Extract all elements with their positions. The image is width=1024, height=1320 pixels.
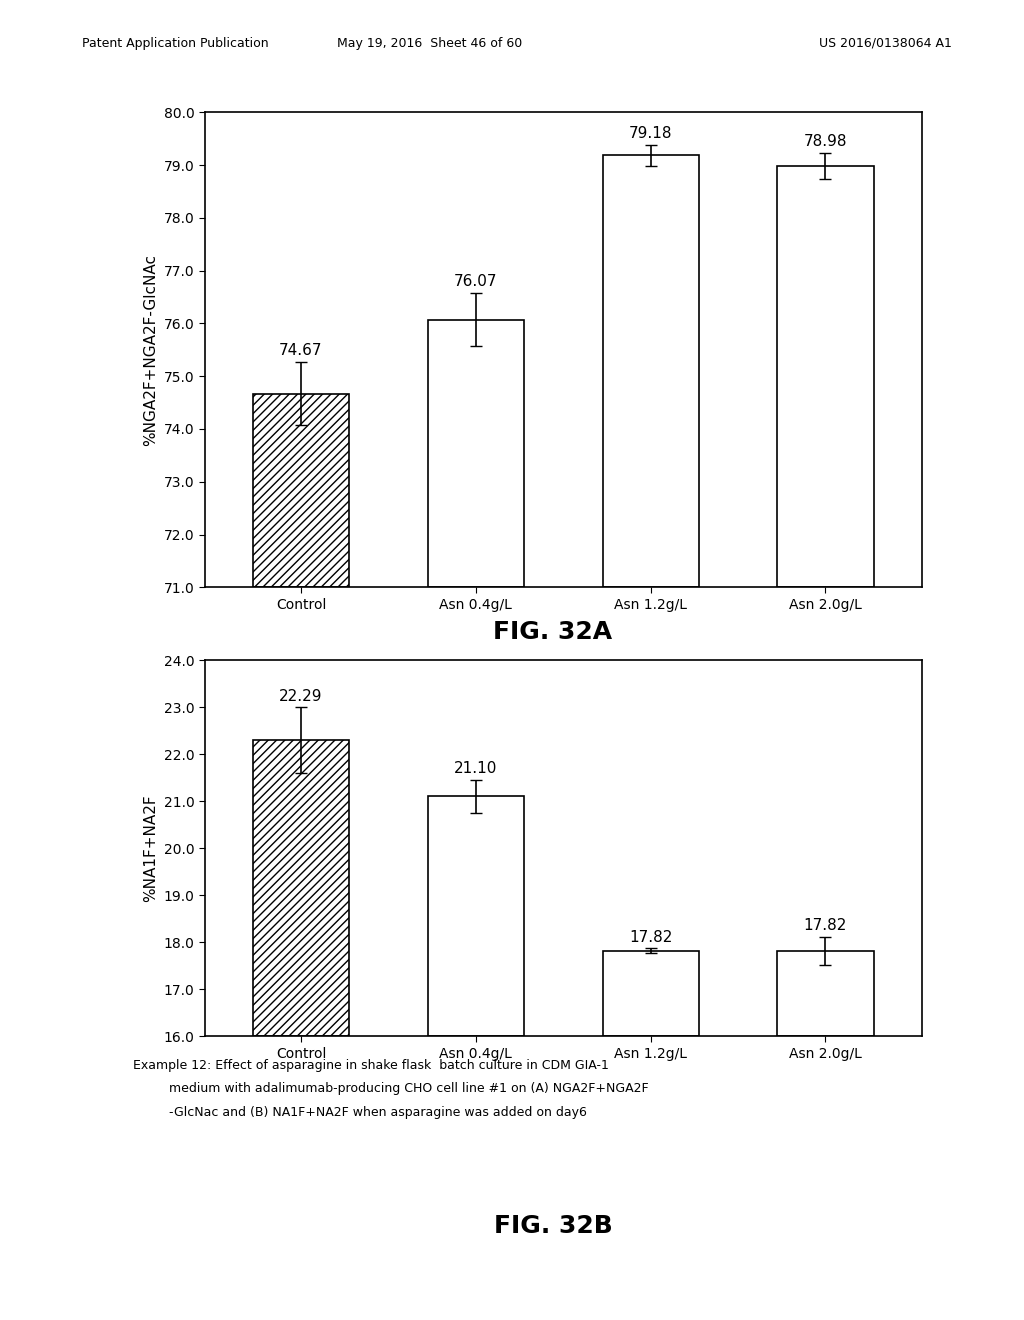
Text: 79.18: 79.18 — [629, 125, 673, 141]
Bar — [602, 156, 698, 587]
Text: -GlcNac and (B) NA1F+NA2F when asparagine was added on day6: -GlcNac and (B) NA1F+NA2F when asparagin… — [133, 1106, 587, 1119]
Y-axis label: %NA1F+NA2F: %NA1F+NA2F — [143, 795, 158, 902]
Bar — [253, 741, 349, 1036]
Text: 17.82: 17.82 — [629, 929, 673, 945]
Text: Example 12: Effect of asparagine in shake flask  batch culture in CDM GIA-1: Example 12: Effect of asparagine in shak… — [133, 1059, 609, 1072]
Text: 21.10: 21.10 — [454, 762, 498, 776]
Text: 17.82: 17.82 — [804, 917, 847, 933]
Text: 76.07: 76.07 — [454, 275, 498, 289]
Bar — [777, 166, 873, 587]
Text: US 2016/0138064 A1: US 2016/0138064 A1 — [819, 37, 952, 50]
Text: May 19, 2016  Sheet 46 of 60: May 19, 2016 Sheet 46 of 60 — [338, 37, 522, 50]
Bar — [777, 950, 873, 1036]
Bar — [428, 796, 524, 1036]
Text: 22.29: 22.29 — [280, 689, 323, 704]
Text: 78.98: 78.98 — [804, 133, 847, 149]
Bar — [602, 950, 698, 1036]
Bar — [428, 319, 524, 587]
Text: medium with adalimumab-producing CHO cell line #1 on (A) NGA2F+NGA2F: medium with adalimumab-producing CHO cel… — [133, 1082, 649, 1096]
Bar — [253, 393, 349, 587]
Text: FIG. 32B: FIG. 32B — [494, 1214, 612, 1238]
Text: Patent Application Publication: Patent Application Publication — [82, 37, 268, 50]
Text: FIG. 32A: FIG. 32A — [494, 620, 612, 644]
Y-axis label: %NGA2F+NGA2F-GlcNAc: %NGA2F+NGA2F-GlcNAc — [143, 253, 158, 446]
Text: 74.67: 74.67 — [280, 343, 323, 358]
